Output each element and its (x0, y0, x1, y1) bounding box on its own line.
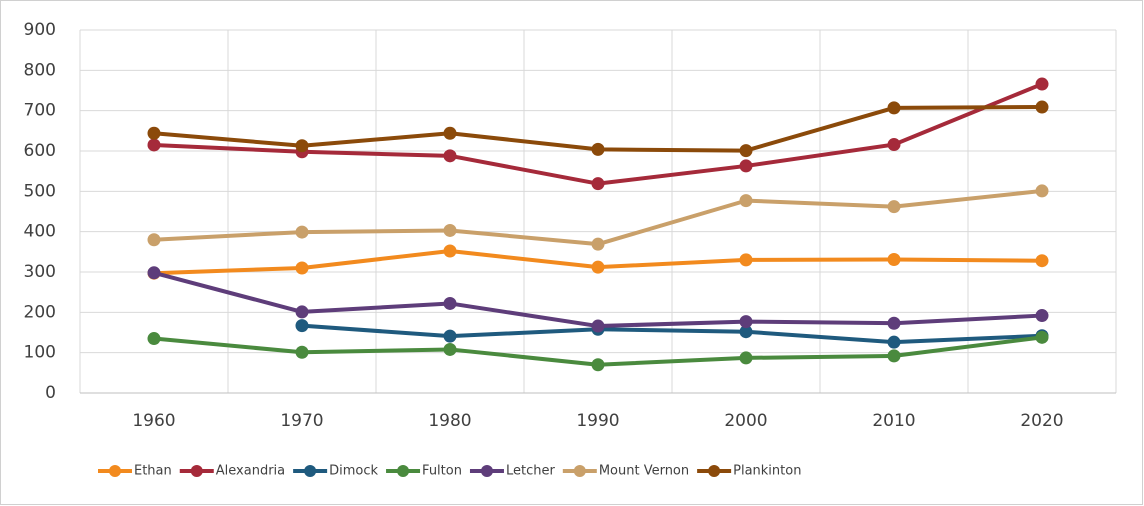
point (1035, 254, 1049, 268)
series-line (301, 323, 1043, 345)
point (739, 351, 753, 365)
y-tick-label: 900 (24, 20, 56, 40)
point (591, 319, 605, 333)
legend-marker (480, 465, 493, 477)
point (1035, 100, 1049, 114)
point (1035, 330, 1049, 344)
legend-label: Mount Vernon (599, 464, 689, 479)
point (295, 139, 309, 153)
y-tick-label: 0 (45, 383, 56, 403)
point (147, 233, 161, 247)
point (887, 316, 901, 330)
point (295, 305, 309, 319)
point (887, 349, 901, 363)
point (739, 253, 753, 267)
point (887, 335, 901, 349)
point (295, 225, 309, 239)
point (591, 260, 605, 274)
point (739, 159, 753, 173)
x-tick-label: 2020 (1020, 411, 1063, 431)
x-tick-label: 1990 (576, 411, 619, 431)
legend-label: Fulton (422, 464, 462, 479)
point (887, 101, 901, 115)
point (443, 342, 457, 356)
x-tick-label: 1960 (132, 411, 175, 431)
point (887, 252, 901, 266)
x-tick-label: 2000 (724, 411, 767, 431)
point (739, 144, 753, 158)
x-tick-label: 2010 (872, 411, 915, 431)
legend-label: Plankinton (733, 464, 801, 479)
point (443, 296, 457, 310)
point (147, 332, 161, 346)
point (591, 177, 605, 191)
point (443, 223, 457, 237)
legend-marker (397, 465, 410, 477)
point (591, 142, 605, 156)
legend-label: Dimock (329, 464, 378, 479)
point (1035, 309, 1049, 323)
legend-label: Ethan (134, 464, 172, 479)
point (887, 200, 901, 214)
legend-marker (708, 465, 721, 477)
y-tick-label: 800 (24, 60, 56, 80)
legend-label: Alexandria (216, 464, 285, 479)
point (295, 345, 309, 359)
y-tick-label: 300 (24, 262, 56, 282)
legend-marker (304, 465, 317, 477)
point (739, 315, 753, 329)
legend-marker (190, 465, 203, 477)
y-tick-label: 100 (24, 343, 56, 363)
point (443, 149, 457, 163)
point (147, 126, 161, 140)
x-tick-label: 1980 (428, 411, 471, 431)
point (147, 138, 161, 152)
point (443, 244, 457, 258)
point (887, 138, 901, 152)
y-tick-label: 200 (24, 302, 56, 322)
point (591, 237, 605, 251)
point (443, 126, 457, 140)
x-tick-label: 1970 (280, 411, 323, 431)
point (443, 329, 457, 343)
point (591, 358, 605, 372)
y-tick-label: 500 (24, 181, 56, 201)
point (295, 261, 309, 275)
point (739, 325, 753, 339)
point (739, 194, 753, 208)
legend-marker (573, 465, 586, 477)
point (1035, 184, 1049, 198)
point (1035, 77, 1049, 91)
point (147, 266, 161, 280)
y-tick-label: 700 (24, 101, 56, 121)
legend-label: Letcher (506, 464, 555, 479)
y-tick-label: 400 (24, 222, 56, 242)
point (295, 319, 309, 333)
legend-marker (109, 465, 121, 477)
y-tick-label: 600 (24, 141, 56, 161)
